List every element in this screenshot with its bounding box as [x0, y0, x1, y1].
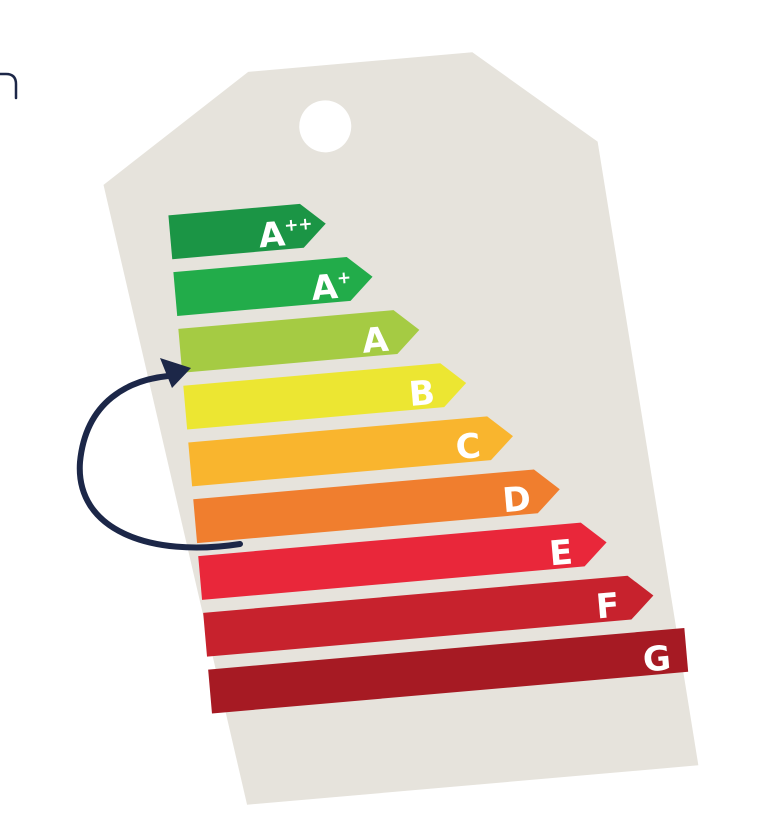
rating-label: F	[594, 586, 621, 628]
rating-label-base: A	[360, 320, 390, 362]
rating-bar	[173, 256, 373, 316]
rating-bar	[208, 627, 689, 714]
rating-label: A	[360, 320, 390, 362]
rating-label-base: F	[594, 586, 621, 628]
rating-bar	[198, 522, 607, 600]
rating-label: A+	[310, 266, 354, 309]
rating-bar	[168, 203, 326, 260]
rating-bar	[183, 363, 467, 430]
rating-label: G	[641, 638, 672, 680]
rating-label-base: A	[257, 214, 287, 256]
rating-label-base: G	[641, 638, 672, 680]
cropped-text-fragment	[0, 72, 18, 100]
tag-hole	[299, 100, 352, 153]
rating-bar	[188, 416, 513, 487]
rating-label: D	[501, 479, 533, 521]
rating-label: A++	[257, 212, 315, 257]
rating-label-base: E	[548, 533, 575, 575]
rating-label-base: B	[407, 373, 436, 415]
rating-label-plus: ++	[283, 214, 313, 236]
rating-bar	[193, 469, 560, 544]
upgrade-arrow-head-icon	[160, 358, 191, 388]
rating-label-base: A	[310, 267, 340, 309]
rating-bar	[203, 575, 654, 657]
rating-label-plus: +	[336, 268, 352, 289]
rating-label-base: D	[501, 479, 533, 521]
rating-bar	[178, 310, 420, 373]
upgrade-arrow-icon	[76, 373, 243, 551]
rating-label: C	[454, 426, 482, 468]
rating-label-base: C	[454, 426, 482, 468]
rating-label: B	[407, 373, 436, 415]
rating-label: E	[548, 533, 575, 575]
